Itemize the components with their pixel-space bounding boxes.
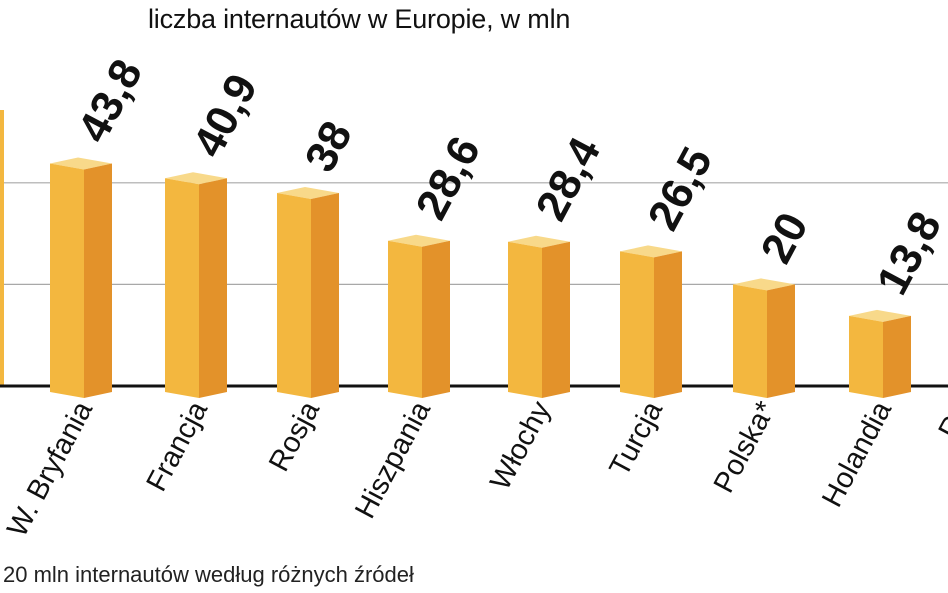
- bar-side-5: [654, 251, 682, 398]
- bar-side-1: [199, 178, 227, 398]
- value-label-5: 26,5: [639, 139, 722, 238]
- value-label-7: 13,8: [868, 204, 948, 303]
- bar-top-6: [733, 278, 795, 291]
- value-label-0: 43,8: [69, 52, 152, 151]
- category-label-4: Włochy: [484, 396, 557, 495]
- bar-top-0: [50, 157, 112, 170]
- category-label-3: Hiszpania: [349, 395, 437, 523]
- bar-front-5: [620, 251, 654, 398]
- category-label-0: W. Bryfania: [1, 396, 99, 543]
- bar-top-5: [620, 245, 682, 258]
- bar-front-6: [733, 284, 767, 398]
- bar-side-4: [542, 241, 570, 398]
- bar-side-2: [311, 192, 339, 398]
- value-label-3: 28,6: [407, 129, 490, 228]
- value-label-4: 28,4: [527, 129, 611, 228]
- bar-top-4: [508, 235, 570, 248]
- left-edge-accent: [0, 110, 4, 386]
- bar-side-0: [84, 163, 112, 398]
- category-label-8: Ru: [933, 396, 948, 444]
- bar-top-3: [388, 234, 450, 247]
- bar-side-3: [422, 240, 450, 398]
- category-label-1: Francja: [141, 395, 215, 496]
- bar-side-6: [767, 284, 795, 398]
- bar-top-7: [849, 309, 911, 322]
- value-label-1: 40,9: [184, 66, 267, 165]
- category-label-6: Polska*: [708, 396, 782, 498]
- chart-footnote: 20 mln internautów według różnych źródeł: [3, 562, 414, 587]
- category-label-2: Rosja: [263, 396, 326, 477]
- bar-front-2: [277, 192, 311, 398]
- bar-front-1: [165, 178, 199, 398]
- chart-title: liczba internautów w Europie, w mln: [148, 4, 571, 34]
- bar-front-3: [388, 240, 422, 398]
- bar-side-7: [883, 315, 911, 398]
- category-label-5: Turcja: [604, 395, 670, 481]
- value-label-6: 20: [752, 205, 818, 271]
- value-label-2: 38: [296, 113, 362, 179]
- bar-front-4: [508, 241, 542, 398]
- bar-top-2: [277, 186, 339, 199]
- bar-front-0: [50, 163, 84, 398]
- category-label-7: Holandia: [816, 396, 898, 513]
- bar-top-1: [165, 172, 227, 185]
- bar-front-7: [849, 315, 883, 398]
